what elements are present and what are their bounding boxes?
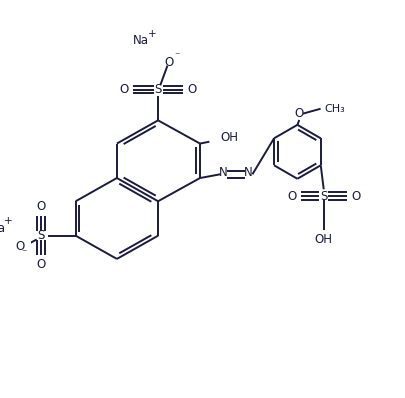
Text: O: O: [36, 200, 46, 213]
Text: N: N: [218, 166, 227, 179]
Text: Na: Na: [0, 222, 6, 235]
Text: ⁻: ⁻: [21, 249, 27, 259]
Text: Na: Na: [133, 35, 149, 47]
Text: S: S: [154, 83, 161, 96]
Text: CH₃: CH₃: [324, 104, 344, 114]
Text: N: N: [244, 166, 252, 179]
Text: O: O: [350, 189, 360, 203]
Text: OH: OH: [220, 131, 238, 144]
Text: +: +: [4, 217, 13, 226]
Text: O: O: [286, 189, 295, 203]
Text: OH: OH: [314, 233, 332, 246]
Text: O: O: [294, 107, 303, 120]
Text: O: O: [164, 56, 173, 69]
Text: O: O: [187, 83, 196, 96]
Text: ⁻: ⁻: [174, 51, 179, 61]
Text: O: O: [15, 240, 24, 254]
Text: +: +: [148, 29, 156, 39]
Text: O: O: [119, 83, 128, 96]
Text: S: S: [37, 229, 45, 242]
Text: S: S: [319, 189, 326, 203]
Text: O: O: [36, 258, 46, 271]
